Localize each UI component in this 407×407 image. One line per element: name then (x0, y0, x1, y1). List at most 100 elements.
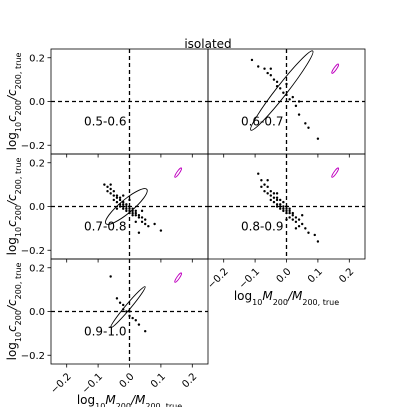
data-point (294, 227, 298, 230)
data-point (279, 203, 282, 206)
data-point (279, 87, 282, 90)
data-point (125, 205, 128, 208)
reference-ellipse (331, 63, 340, 74)
data-point (282, 205, 285, 208)
covariance-ellipse (250, 50, 314, 131)
x-tick-label: −0.2 (49, 371, 74, 396)
data-point (125, 209, 128, 213)
data-point (115, 196, 119, 199)
data-point (288, 216, 291, 219)
data-point (297, 100, 301, 103)
data-point (266, 71, 269, 75)
data-point (269, 74, 272, 77)
data-point (288, 211, 291, 215)
x-tick-label: 0.1 (306, 266, 325, 285)
x-tick-label: 0.2 (180, 371, 199, 390)
x-tick-label: −0.1 (237, 266, 262, 291)
data-point (118, 198, 122, 202)
x-axis-label: log10M200/M200, true (77, 393, 182, 407)
x-tick-label: 0.1 (149, 371, 168, 390)
covariance-ellipse (110, 286, 146, 329)
data-point (275, 196, 279, 199)
data-point (144, 329, 147, 333)
data-point (128, 314, 131, 318)
plot-area (51, 259, 208, 364)
data-point (137, 323, 141, 326)
data-point (282, 200, 285, 204)
panel-label: 0.6-0.7 (241, 115, 284, 129)
data-point (272, 78, 276, 81)
x-tick-label: 0.0 (275, 266, 294, 285)
data-point (250, 58, 254, 62)
y-tick-label: −0.2 (21, 246, 45, 257)
panel-0.8-0.9: 0.8-0.9 −0.2 −0.1 0.0 0.1 0.2 (206, 153, 366, 291)
plot-area (208, 154, 365, 259)
data-point (122, 303, 125, 307)
data-point (297, 218, 301, 221)
data-point (128, 310, 131, 313)
data-point (257, 172, 260, 175)
x-axis-label: log10M200/M200, true (234, 289, 339, 307)
data-point (131, 316, 134, 320)
data-point (285, 207, 288, 210)
data-point (106, 185, 109, 189)
data-point (285, 218, 288, 221)
data-point (115, 200, 119, 204)
data-point (282, 91, 285, 94)
data-point (147, 224, 150, 228)
reference-ellipse (174, 272, 183, 283)
data-point (316, 240, 320, 243)
data-point (307, 126, 310, 129)
y-tick-label: 0.2 (29, 263, 45, 274)
y-tick-label: −0.2 (21, 351, 45, 362)
data-point (257, 65, 260, 68)
data-point (153, 222, 156, 226)
y-axis-label: log10c200/c200, true (5, 53, 23, 151)
panel-0.6-0.7: 0.6-0.7 (207, 48, 366, 158)
data-point (275, 203, 279, 206)
y-axis-label: log10c200/c200, true (5, 263, 23, 361)
data-point (266, 185, 269, 189)
data-point (285, 209, 288, 213)
data-point (112, 198, 116, 202)
data-point (140, 216, 144, 219)
data-point (122, 205, 125, 208)
data-point (128, 198, 131, 202)
chart-title: isolated (184, 37, 231, 51)
data-point (282, 209, 285, 213)
data-point (304, 122, 307, 125)
data-point (272, 196, 276, 199)
y-tick-label: 0.0 (29, 97, 45, 108)
data-point (275, 205, 279, 208)
data-point (122, 207, 125, 210)
data-point (301, 222, 304, 226)
data-point (134, 209, 137, 213)
data-point (297, 224, 301, 228)
data-point (115, 297, 119, 300)
data-point (275, 198, 279, 202)
data-point (109, 183, 112, 186)
data-point (125, 207, 128, 210)
data-point (272, 192, 276, 195)
data-point (288, 209, 291, 213)
plot-area (51, 154, 208, 259)
data-point (118, 205, 122, 208)
data-point (118, 196, 122, 199)
data-point (272, 200, 276, 204)
y-tick-label: 0.2 (29, 53, 45, 64)
data-point (313, 233, 316, 237)
data-point (125, 203, 128, 206)
data-point (122, 203, 125, 206)
data-point (134, 214, 137, 217)
data-point (285, 82, 288, 86)
reference-ellipse (174, 167, 183, 178)
data-point (307, 231, 310, 234)
panel-label: 0.5-0.6 (84, 115, 127, 129)
axis-labels: log10M200/M200, true log10M200/M200, true… (5, 53, 339, 407)
panel-label: 0.8-0.9 (241, 220, 284, 234)
data-point (304, 227, 307, 230)
data-point (288, 98, 291, 101)
data-point (134, 211, 137, 215)
data-point (275, 192, 279, 195)
